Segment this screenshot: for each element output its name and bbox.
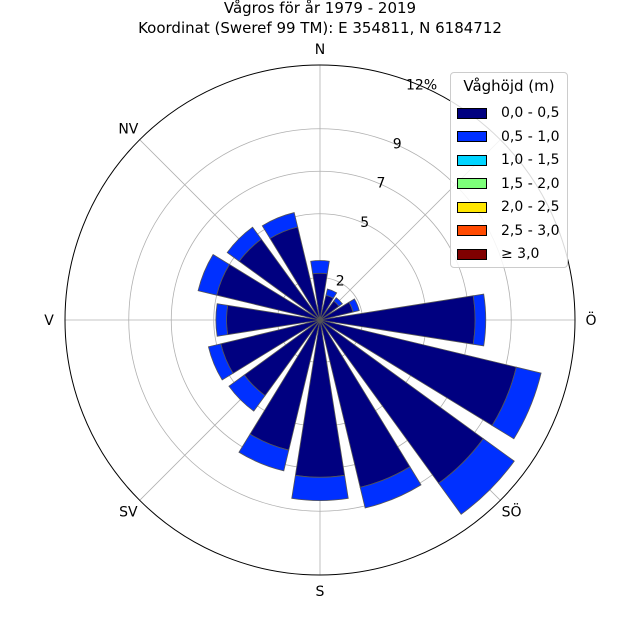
bar-dir247.5-series1 (207, 343, 234, 381)
legend-swatch (457, 248, 487, 260)
radial-tick-label-1: 5 (360, 215, 369, 231)
bar-dir337.5-series1 (261, 212, 299, 240)
bar-dir180-series1 (291, 474, 349, 502)
legend-entry-0: 0,0 - 0,5 (457, 103, 559, 123)
compass-label-NV: NV (118, 121, 138, 137)
polar-frame (64, 64, 576, 576)
bar-dir202.5-series1 (238, 433, 290, 472)
legend-label: 2,0 - 2,5 (501, 199, 560, 215)
legend-label: 0,5 - 1,0 (501, 128, 560, 145)
legend-swatch (457, 178, 487, 189)
radial-tick-label-4: 12% (406, 77, 437, 93)
radial-tick-label-0: 2 (336, 274, 345, 290)
bar-dir135-series1 (438, 438, 515, 515)
legend-swatch (457, 107, 487, 119)
legend-entry-1: 0,5 - 1,0 (457, 127, 559, 147)
bar-dir315-series1 (226, 226, 262, 262)
chart-title: Vågros för år 1979 - 2019 (223, 0, 417, 17)
bar-dir225-series1 (228, 374, 266, 412)
bar-dir67.5-series1 (348, 298, 360, 313)
legend-entry-4: 2,0 - 2,5 (457, 197, 559, 217)
compass-label-V: V (44, 313, 54, 329)
legend-label: 1,0 - 1,5 (501, 152, 560, 168)
legend-swatch (457, 154, 487, 166)
bar-dir0-series1 (310, 260, 330, 275)
chart-legend: Våghöjd (m) 0,0 - 0,5 0,5 - 1,0 1,0 - 1,5 1… (450, 72, 568, 268)
radial-gridline (128, 128, 512, 512)
legend-entry-3: 1,5 - 2,0 (457, 174, 559, 194)
bar-dir112.5-series1 (491, 366, 542, 440)
legend-entry-6: ≥ 3,0 (457, 244, 539, 264)
radial-tick-label-2: 7 (376, 176, 385, 192)
legend-label: ≥ 3,0 (501, 246, 540, 262)
bar-dir45-series1 (333, 297, 343, 307)
compass-label-SÖ: SÖ (502, 503, 522, 521)
legend-title: Våghöjd (m) (463, 77, 555, 95)
radial-tick-label-3: 9 (393, 136, 402, 152)
bar-dir292.5-series1 (197, 253, 230, 296)
legend-label: 1,5 - 2,0 (501, 175, 560, 192)
legend-swatch (457, 131, 487, 142)
compass-label-N: N (315, 42, 325, 58)
chart-subtitle: Koordinat (Sweref 99 TM): E 354811, N 61… (138, 19, 502, 37)
legend-entry-5: 2,5 - 3,0 (457, 221, 559, 241)
compass-label-SV: SV (119, 505, 138, 521)
bar-dir90-series1 (472, 293, 487, 347)
bar-dir270-series1 (215, 303, 229, 337)
legend-swatch (457, 225, 487, 236)
legend-entry-2: 1,0 - 1,5 (457, 150, 559, 170)
bar-dir22.5-series1 (325, 288, 338, 299)
compass-label-Ö: Ö (585, 311, 596, 329)
compass-label-S: S (316, 584, 325, 600)
legend-label: 0,0 - 0,5 (501, 105, 560, 121)
legend-label: 2,5 - 3,0 (501, 222, 560, 239)
legend-swatch (457, 201, 487, 213)
bar-dir157.5-series1 (359, 466, 422, 509)
